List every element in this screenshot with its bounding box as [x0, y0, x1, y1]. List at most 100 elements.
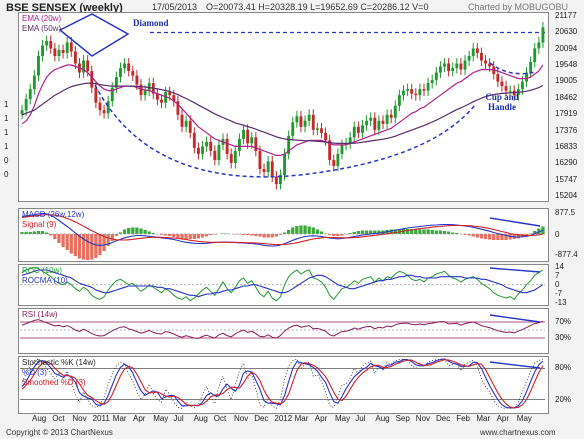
macd-histogram-bar [541, 226, 545, 235]
legend-roc: ROC (10w) [22, 266, 63, 275]
candle-body [131, 71, 135, 76]
macd-histogram-bar [319, 231, 324, 235]
x-axis-tick: Aug [375, 414, 390, 423]
macd-histogram-bar [356, 230, 361, 235]
rsi-trend-arrow [489, 314, 541, 323]
macd-histogram-bar [389, 229, 393, 235]
candle-body [340, 144, 344, 154]
macd-histogram-bar [414, 229, 418, 235]
legend-stoch-smoothed: Smoothed %D (3) [22, 378, 86, 387]
macd-histogram-bar [98, 234, 102, 256]
candle-body [147, 83, 151, 91]
macd-histogram-bar [430, 229, 434, 235]
legend-macd: MACD (26w,12w) [22, 210, 85, 219]
candle-body [488, 63, 492, 67]
macd-histogram-bar [500, 234, 504, 241]
macd-histogram-bar [135, 227, 139, 235]
price-left-tick: 1 [4, 114, 9, 123]
candle-body [484, 60, 487, 64]
candle-body [299, 116, 303, 127]
macd-histogram-bar [418, 229, 422, 235]
macd-histogram-bar [81, 234, 86, 260]
candle-body [381, 120, 385, 124]
macd-histogram-bar [159, 234, 164, 236]
macd-histogram-bar [139, 228, 143, 235]
macd-histogram-bar [245, 234, 250, 236]
x-axis-tick: 2012 [274, 414, 293, 423]
candle-body [365, 120, 369, 126]
candle-body [422, 89, 426, 91]
price-y-tick: 18462 [555, 92, 578, 102]
candle-body [455, 63, 459, 69]
legend-stoch-d: %D (3) [22, 368, 47, 377]
candle-body [41, 45, 44, 56]
candle-body [49, 40, 53, 49]
candle-body [184, 120, 188, 127]
diamond-pattern-outline [58, 13, 130, 57]
macd-histogram-bar [291, 227, 295, 235]
macd-histogram-bar [53, 234, 57, 240]
candle-body [344, 143, 348, 145]
macd-histogram-bar [352, 231, 356, 235]
macd-histogram-bar [266, 234, 270, 238]
macd-histogram-bar [311, 227, 315, 235]
candle-body [369, 117, 373, 121]
macd-histogram-bar [446, 231, 451, 235]
candle-body [529, 62, 533, 73]
macd-legend: MACD (26w,12w) Signal (9) [22, 210, 84, 230]
macd-y-tick: 0 [555, 230, 560, 239]
stoch-y-tick: 20% [555, 394, 572, 404]
macd-histogram-bar [172, 234, 176, 238]
macd-histogram-bar [176, 234, 180, 239]
price-y-tick: 15747 [555, 174, 578, 184]
chart-date: 17/05/2013 [152, 2, 198, 12]
roc-legend: ROC (10w) ROCMA (10) [22, 266, 68, 286]
macd-histogram-bar [233, 234, 237, 235]
candle-body [434, 72, 438, 81]
macd-histogram-bar [143, 229, 147, 235]
macd-histogram-bar [131, 227, 135, 235]
macd-histogram-bar [471, 234, 475, 237]
roc-y-tick: 0 [555, 280, 560, 289]
candle-body [541, 27, 545, 43]
candle-body [65, 42, 69, 53]
candle-body [283, 153, 286, 176]
candle-body [426, 83, 430, 91]
macd-histogram-bar [24, 231, 28, 235]
macd-histogram-bar [241, 234, 246, 236]
candle-body [127, 63, 131, 72]
candle-body [160, 99, 163, 103]
rsi-y-tick: 70% [555, 317, 572, 326]
macd-histogram-bar [487, 234, 492, 240]
candle-body [209, 141, 213, 151]
macd-histogram-bar [483, 234, 488, 240]
x-axis-tick: Oct [213, 414, 227, 423]
x-axis-tick: Apr [133, 414, 146, 423]
macd-histogram-bar [188, 234, 192, 240]
x-axis-tick: Nov [234, 414, 249, 423]
candle-body [504, 86, 508, 91]
rocma-line [21, 269, 544, 298]
candle-body [467, 55, 471, 61]
macd-histogram-bar [65, 234, 69, 251]
stochastic-legend: Stochastic %K (14w) %D (3) Smoothed %D (… [22, 358, 96, 388]
x-axis-tick: Feb [456, 414, 470, 423]
candle-body [311, 114, 315, 130]
rsi-y-tick: 30% [555, 333, 572, 342]
macd-histogram-bar [258, 234, 262, 237]
macd-histogram-bar [344, 234, 348, 235]
macd-histogram-bar [360, 230, 365, 235]
candle-body [525, 72, 528, 82]
stoch-trend-arrow [489, 361, 541, 369]
price-legend: EMA (20w) EMA (50w) [22, 14, 61, 34]
candle-body [53, 48, 57, 56]
macd-histogram-bar [196, 234, 201, 239]
macd-histogram-bar [192, 234, 196, 240]
stoch-k-line [21, 358, 544, 409]
copyright-text: Copyright © 2013 ChartNexus [6, 428, 113, 437]
macd-histogram-bar [455, 232, 459, 235]
candle-body [143, 90, 147, 96]
legend-rocma: ROCMA (10) [22, 276, 68, 285]
price-left-tick: 1 [4, 128, 9, 137]
